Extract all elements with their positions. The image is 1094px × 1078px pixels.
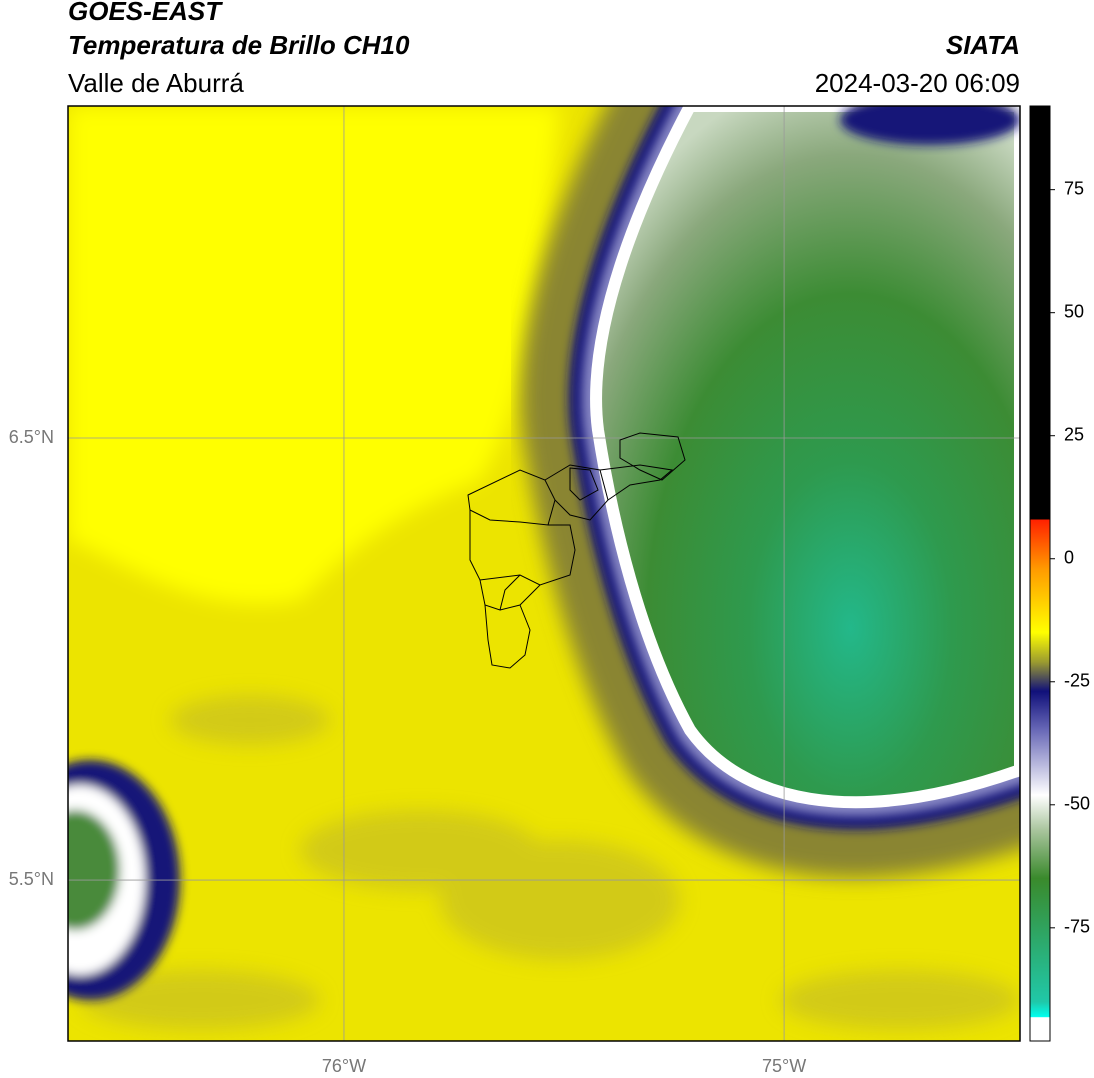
source: SIATA bbox=[946, 30, 1020, 60]
grid bbox=[68, 106, 1020, 1041]
x-tick-label: 76°W bbox=[322, 1056, 366, 1076]
datetime: 2024-03-20 06:09 bbox=[815, 68, 1020, 98]
map-frame bbox=[67, 105, 1021, 1042]
colorbar-tick-label: 0 bbox=[1064, 547, 1074, 567]
colorbar-tick-label: -50 bbox=[1064, 794, 1090, 814]
colorbar-tick-label: -25 bbox=[1064, 671, 1090, 691]
y-tick-label: 5.5°N bbox=[9, 869, 54, 889]
colorbar bbox=[1029, 105, 1051, 1042]
title: GOES-EAST bbox=[68, 0, 223, 26]
subtitle: Temperatura de Brillo CH10 bbox=[68, 30, 410, 60]
x-tick-label: 75°W bbox=[762, 1056, 806, 1076]
colorbar-tick-label: 25 bbox=[1064, 424, 1084, 444]
colorbar-tick-label: 75 bbox=[1064, 178, 1084, 198]
colorbar-ticks: -75 -50 -25 0 25 50 75 bbox=[1050, 178, 1090, 937]
map-field bbox=[68, 106, 1020, 1041]
colorbar-tick-label: 50 bbox=[1064, 301, 1084, 321]
municipal-boundaries bbox=[467, 432, 686, 669]
y-tick-label: 6.5°N bbox=[9, 427, 54, 447]
region: Valle de Aburrá bbox=[68, 68, 244, 98]
colorbar-tick-label: -75 bbox=[1064, 917, 1090, 937]
